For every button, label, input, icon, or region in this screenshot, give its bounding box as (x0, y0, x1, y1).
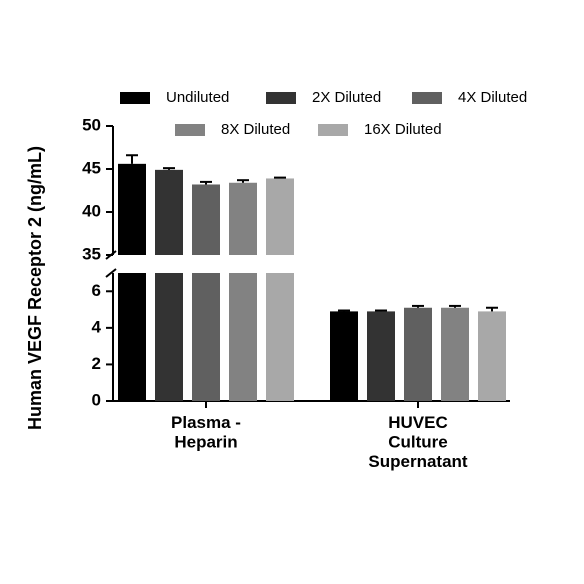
y-axis-title: Human VEGF Receptor 2 (ng/mL) (25, 146, 45, 430)
legend-swatch (266, 92, 296, 104)
bar (155, 169, 183, 255)
legend-swatch (175, 124, 205, 136)
bar (229, 182, 257, 255)
y-tick-label: 45 (82, 158, 101, 177)
legend-label: 8X Diluted (221, 121, 290, 138)
y-tick-label: 50 (82, 115, 101, 134)
y-tick-label: 6 (92, 281, 101, 300)
bar (441, 307, 469, 401)
bar (330, 311, 358, 401)
legend-swatch (120, 92, 150, 104)
bar (118, 163, 146, 255)
y-tick-label: 0 (92, 390, 101, 409)
y-tick-label: 2 (92, 354, 101, 373)
bar (266, 178, 294, 255)
bar-lower-part (266, 273, 294, 401)
bar-lower-part (118, 273, 146, 401)
bar-lower-part (229, 273, 257, 401)
y-tick-label: 40 (82, 201, 101, 220)
bar-lower-part (155, 273, 183, 401)
y-tick-label: 4 (92, 317, 102, 336)
x-tick-label: HUVEC Culture Supernatant (368, 413, 468, 471)
bar (478, 311, 506, 401)
bar (367, 311, 395, 401)
legend-label: Undiluted (166, 89, 229, 106)
bar-lower-part (192, 273, 220, 401)
y-tick-label: 35 (82, 244, 101, 263)
legend-label: 16X Diluted (364, 121, 442, 138)
legend-swatch (412, 92, 442, 104)
legend-swatch (318, 124, 348, 136)
legend-label: 4X Diluted (458, 89, 527, 106)
axis-break (105, 250, 117, 260)
axis-break (105, 268, 117, 278)
bar (192, 184, 220, 255)
bar (404, 307, 432, 401)
x-tick-label: Plasma -Heparin (171, 413, 241, 452)
legend-label: 2X Diluted (312, 89, 381, 106)
